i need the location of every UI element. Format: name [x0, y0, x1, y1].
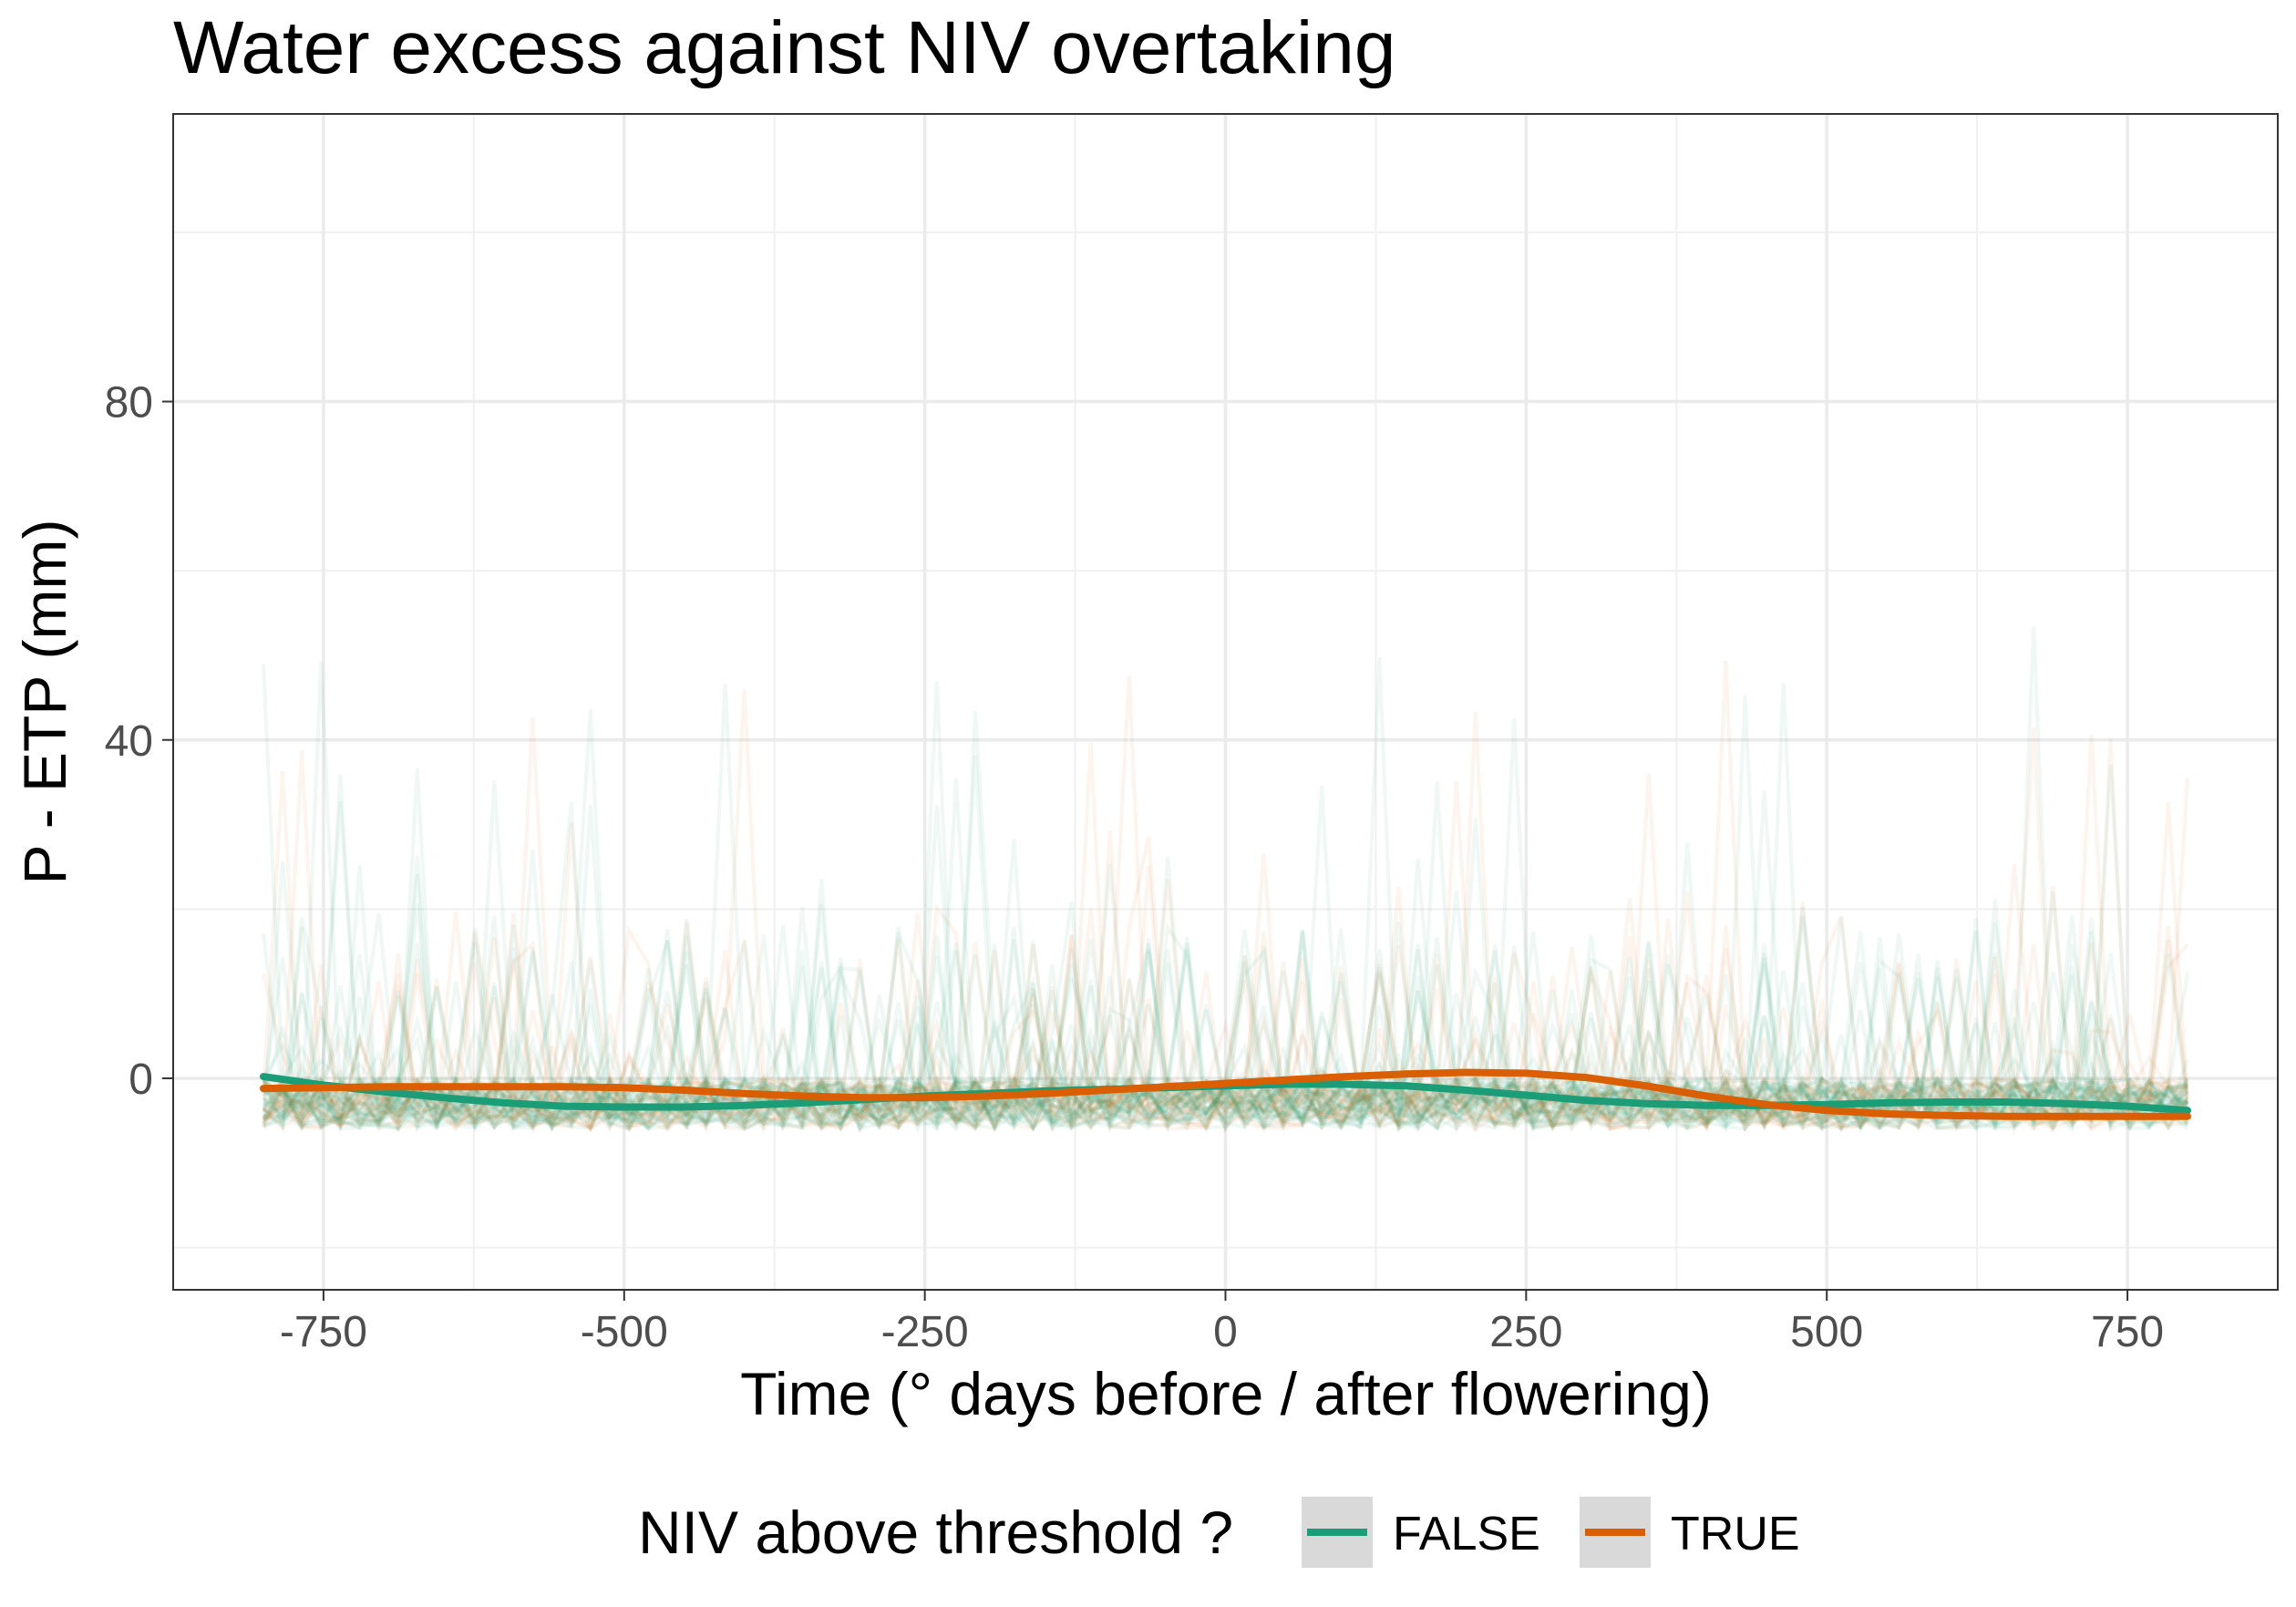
raw-trace: [262, 800, 2189, 1132]
x-axis-title: Time (° days before / after flowering): [740, 1360, 1712, 1427]
raw-trace: [262, 849, 2189, 1131]
y-tick-label: 0: [129, 1056, 153, 1104]
legend-title: NIV above threshold ?: [638, 1499, 1233, 1566]
raw-trace: [263, 919, 2189, 1134]
raw-trace: [263, 742, 2188, 1132]
raw-trace: [262, 993, 2189, 1131]
chart-title: Water excess against NIV overtaking: [173, 6, 1395, 89]
x-tick-label: 0: [1213, 1308, 1238, 1356]
raw-trace: [262, 689, 2189, 1133]
y-tick-label: 40: [105, 717, 153, 766]
raw-trace: [262, 804, 2188, 1132]
x-tick-label: -500: [581, 1308, 668, 1356]
raw-trace: [262, 953, 2189, 1135]
raw-trace: [263, 717, 2189, 1132]
x-axis-ticks: -750 -500 -250 0 250 500 750: [280, 1290, 2164, 1356]
raw-trace: [262, 749, 2189, 1132]
x-tick-label: 250: [1489, 1308, 1562, 1356]
series-line-true: [260, 1068, 2191, 1120]
raw-trace: [262, 936, 2189, 1133]
raw-trace: [262, 861, 2189, 1132]
raw-trace: [263, 947, 2189, 1130]
x-tick-label: -750: [280, 1308, 367, 1356]
raw-trace: [262, 734, 2188, 1133]
x-tick-label: -250: [881, 1308, 969, 1356]
raw-trace: [262, 857, 2189, 1131]
raw-trace: [262, 717, 2188, 1131]
raw-trace: [262, 738, 2188, 1134]
raw-trace: [263, 626, 2188, 1132]
legend-label-true: TRUE: [1671, 1508, 1800, 1561]
y-axis-title: P - ETP (mm): [11, 520, 78, 885]
y-tick-label: 80: [105, 379, 153, 428]
legend: NIV above threshold ? FALSE TRUE: [638, 1497, 1800, 1568]
x-tick-label: 750: [2091, 1308, 2164, 1356]
x-tick-label: 500: [1790, 1308, 1863, 1356]
raw-trace: [263, 912, 2189, 1135]
smoothed-series: [260, 1068, 2191, 1120]
y-axis-ticks: 0 40 80: [105, 379, 173, 1104]
raw-trace: [262, 682, 2189, 1133]
raw-trace: [263, 790, 2188, 1133]
legend-label-false: FALSE: [1393, 1508, 1540, 1561]
